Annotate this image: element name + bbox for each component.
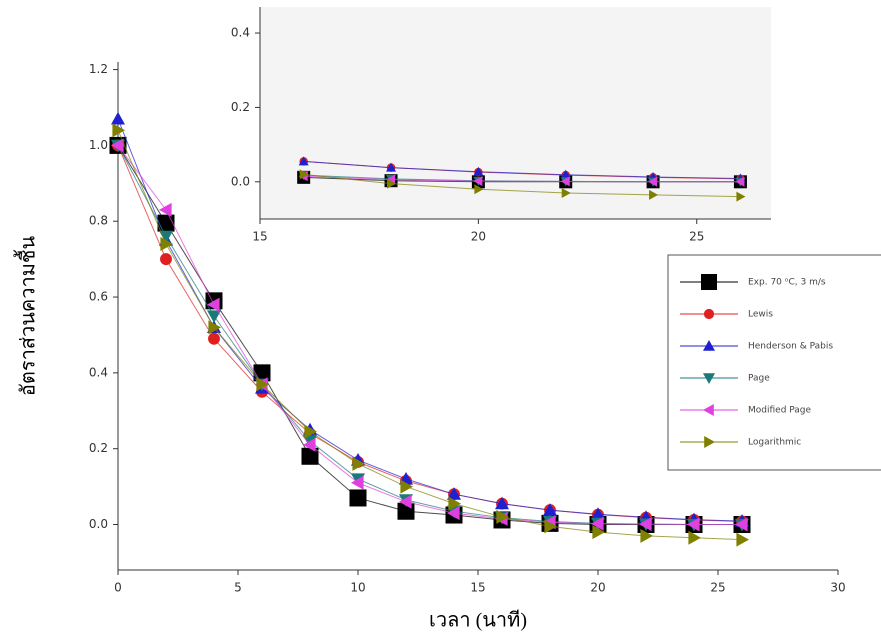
data-point: [299, 169, 309, 180]
legend-label: Logarithmic: [748, 438, 801, 448]
x-tick-label: 5: [234, 581, 242, 595]
data-point: [687, 517, 700, 532]
x-tick-label: 30: [830, 581, 845, 595]
data-point: [301, 447, 319, 465]
data-point: [640, 528, 653, 543]
data-point: [473, 166, 484, 176]
series-line: [303, 160, 741, 179]
legend-marker: [701, 274, 717, 290]
legend-box: [667, 254, 881, 471]
data-point: [544, 519, 557, 534]
x-tick-label: 0: [114, 581, 122, 595]
data-point: [561, 187, 571, 198]
data-point: [688, 530, 701, 545]
y-tick-label: 0.8: [89, 214, 108, 228]
data-point: [159, 202, 172, 217]
data-point: [448, 496, 461, 511]
data-point: [735, 517, 748, 532]
y-tick-label: 0.4: [231, 26, 250, 40]
data-point: [349, 489, 367, 507]
data-point: [560, 176, 570, 187]
data-point: [591, 507, 605, 520]
data-point: [496, 509, 509, 524]
x-tick-label: 20: [471, 230, 486, 244]
legend-label: Henderson & Pabis: [748, 342, 833, 352]
inset-background: [260, 7, 771, 219]
x-axis-title: เวลา (นาที): [429, 610, 527, 632]
x-tick-label: 15: [252, 230, 267, 244]
data-point: [207, 310, 221, 323]
legend-label: Modified Page: [748, 406, 812, 416]
data-point: [112, 123, 125, 138]
data-point: [256, 377, 269, 392]
data-point: [495, 496, 509, 510]
legend-label: Lewis: [748, 310, 773, 320]
y-tick-label: 0.0: [231, 174, 250, 188]
legend-label: Page: [748, 374, 770, 384]
data-point: [474, 184, 484, 195]
data-point: [160, 253, 172, 266]
series-line: [303, 173, 741, 198]
data-point: [208, 332, 220, 345]
data-point: [560, 169, 571, 179]
series-line: [117, 130, 743, 541]
data-point: [160, 236, 173, 251]
data-point: [735, 176, 745, 187]
data-point: [447, 506, 460, 521]
x-tick-label: 15: [470, 581, 485, 595]
x-tick-label: 10: [350, 581, 365, 595]
y-tick-label: 0.4: [89, 365, 108, 379]
data-point: [473, 176, 483, 187]
data-point: [447, 487, 461, 500]
legend-marker: [703, 340, 715, 351]
data-point: [736, 191, 746, 202]
data-point: [298, 156, 309, 166]
x-tick-label: 25: [689, 230, 704, 244]
data-point: [543, 503, 557, 516]
data-point: [159, 230, 173, 244]
data-point: [736, 532, 749, 547]
data-point: [649, 189, 659, 200]
series-line: [303, 175, 741, 183]
data-point: [399, 494, 412, 509]
y-tick-label: 1.0: [89, 138, 108, 152]
data-point: [352, 456, 365, 471]
series-line: [117, 145, 742, 526]
legend-marker: [703, 373, 715, 384]
data-point: [639, 517, 652, 532]
y-tick-label: 0.6: [89, 290, 108, 304]
data-point: [207, 297, 220, 312]
data-point: [592, 525, 605, 540]
x-tick-label: 20: [590, 581, 605, 595]
y-axis-title: อัตราส่วนความชื้น: [14, 236, 40, 397]
data-point: [591, 516, 604, 531]
data-point: [303, 437, 316, 452]
data-point: [386, 162, 397, 172]
y-tick-label: 0.0: [89, 517, 108, 531]
data-point: [111, 138, 124, 153]
data-point: [208, 320, 221, 335]
y-tick-label: 0.2: [231, 100, 250, 114]
legend-marker: [703, 308, 715, 320]
data-point: [304, 424, 317, 439]
legend-marker: [704, 436, 715, 448]
data-point: [387, 178, 397, 189]
data-point: [351, 475, 364, 490]
x-tick-label: 25: [710, 581, 725, 595]
data-point: [648, 176, 658, 187]
y-tick-label: 0.2: [89, 441, 108, 455]
data-point: [400, 479, 413, 494]
data-point: [111, 111, 125, 125]
y-tick-label: 1.2: [89, 62, 108, 76]
legend-label: Exp. 70 ᵒC, 3 m/s: [748, 278, 826, 288]
legend-marker: [703, 404, 714, 416]
